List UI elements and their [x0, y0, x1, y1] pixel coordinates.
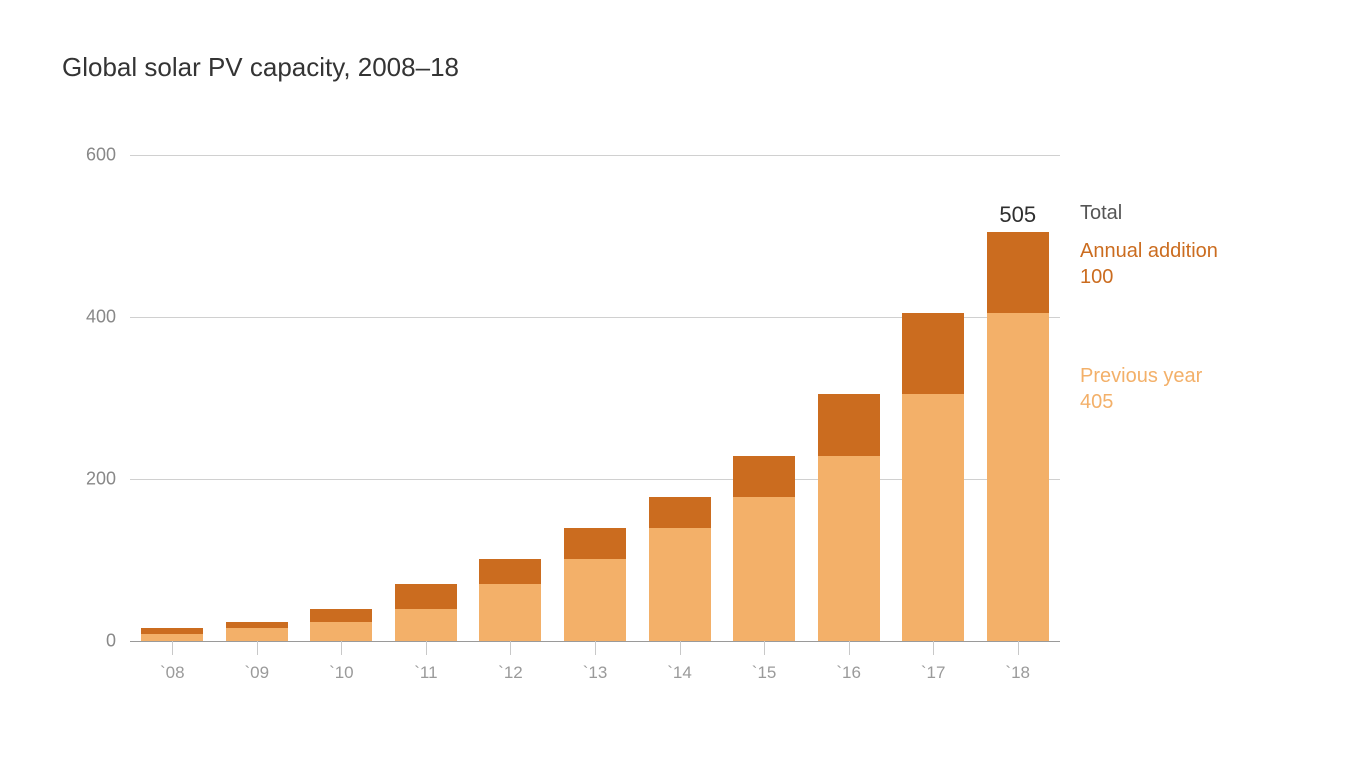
bar [479, 559, 541, 641]
x-axis-tick [849, 641, 850, 655]
x-axis-tick-label: `18 [1005, 663, 1030, 683]
x-axis-tick-label: `14 [667, 663, 692, 683]
y-axis-tick-label: 600 [86, 145, 116, 166]
bar [141, 628, 203, 641]
bar-slot [553, 528, 638, 641]
bar-segment-previous-year [479, 584, 541, 642]
bar-segment-annual-addition [564, 528, 626, 559]
x-axis-tick [257, 641, 258, 655]
x-axis-tick [426, 641, 427, 655]
bar [564, 528, 626, 641]
bar-segment-annual-addition [649, 497, 711, 529]
bar-segment-previous-year [310, 622, 372, 641]
bar-slot [215, 622, 300, 641]
chart-container: Global solar PV capacity, 2008–18 0 200 40… [0, 0, 1366, 768]
annotation-addition-value: 100 [1080, 266, 1113, 288]
bar-slot [722, 456, 807, 641]
bar [310, 609, 372, 641]
x-axis-tick-label: `10 [329, 663, 354, 683]
bars-group [130, 155, 1060, 641]
bar-segment-previous-year [902, 394, 964, 641]
x-axis-tick-label: `12 [498, 663, 523, 683]
bar-slot [891, 313, 976, 641]
x-axis-tick-label: `15 [752, 663, 777, 683]
bar [226, 622, 288, 641]
bar-segment-annual-addition [818, 394, 880, 456]
x-axis-tick-label: `16 [836, 663, 861, 683]
x-axis-tick-label: `11 [414, 663, 437, 683]
bar-segment-annual-addition [733, 456, 795, 497]
bar [902, 313, 964, 641]
x-axis-tick [933, 641, 934, 655]
chart-title: Global solar PV capacity, 2008–18 [62, 52, 459, 83]
bar-segment-previous-year [564, 559, 626, 641]
bar [987, 232, 1049, 641]
bar-segment-previous-year [141, 634, 203, 641]
bar-segment-previous-year [818, 456, 880, 641]
bar [733, 456, 795, 641]
bar-slot [806, 394, 891, 641]
annotation-total: Total [1080, 202, 1122, 225]
bar-slot [637, 497, 722, 641]
x-axis-tick-label: `08 [160, 663, 185, 683]
x-axis-tick [341, 641, 342, 655]
annotation-annual-addition: Annual addition 100 [1080, 238, 1218, 290]
x-axis: `08 `09 `10 `11 `12 `13 `14 `15 `16 `17 `18 [130, 641, 1060, 681]
annotation-previous-label: Previous year [1080, 365, 1202, 387]
y-axis-tick-label: 400 [86, 307, 116, 328]
bar-segment-previous-year [649, 528, 711, 641]
last-bar-total-label: 505 [999, 202, 1036, 228]
bar [395, 584, 457, 642]
annotation-total-label: Total [1080, 202, 1122, 224]
x-axis-tick [1018, 641, 1019, 655]
x-axis-tick-label: `09 [245, 663, 270, 683]
bar-segment-previous-year [395, 609, 457, 641]
x-axis-tick [680, 641, 681, 655]
bar-slot [130, 628, 215, 641]
bar-slot [468, 559, 553, 641]
bar [649, 497, 711, 641]
x-axis-tick-label: `13 [583, 663, 608, 683]
y-axis-tick-label: 0 [106, 631, 116, 652]
bar-segment-previous-year [733, 497, 795, 641]
bar-slot [384, 584, 469, 642]
bar-slot [975, 232, 1060, 641]
x-axis-tick-label: `17 [921, 663, 946, 683]
bar-segment-annual-addition [310, 609, 372, 623]
bar [818, 394, 880, 641]
bar-segment-annual-addition [987, 232, 1049, 313]
bar-segment-annual-addition [902, 313, 964, 394]
bar-segment-annual-addition [395, 584, 457, 609]
annotation-addition-label: Annual addition [1080, 240, 1218, 262]
annotation-previous-year: Previous year 405 [1080, 363, 1202, 415]
bar-segment-previous-year [226, 628, 288, 641]
x-axis-tick [595, 641, 596, 655]
annotation-previous-value: 405 [1080, 391, 1113, 413]
y-axis-tick-label: 200 [86, 469, 116, 490]
bar-slot [299, 609, 384, 641]
bar-segment-previous-year [987, 313, 1049, 641]
x-axis-tick [510, 641, 511, 655]
bar-segment-annual-addition [479, 559, 541, 583]
x-axis-tick [172, 641, 173, 655]
x-axis-tick [764, 641, 765, 655]
